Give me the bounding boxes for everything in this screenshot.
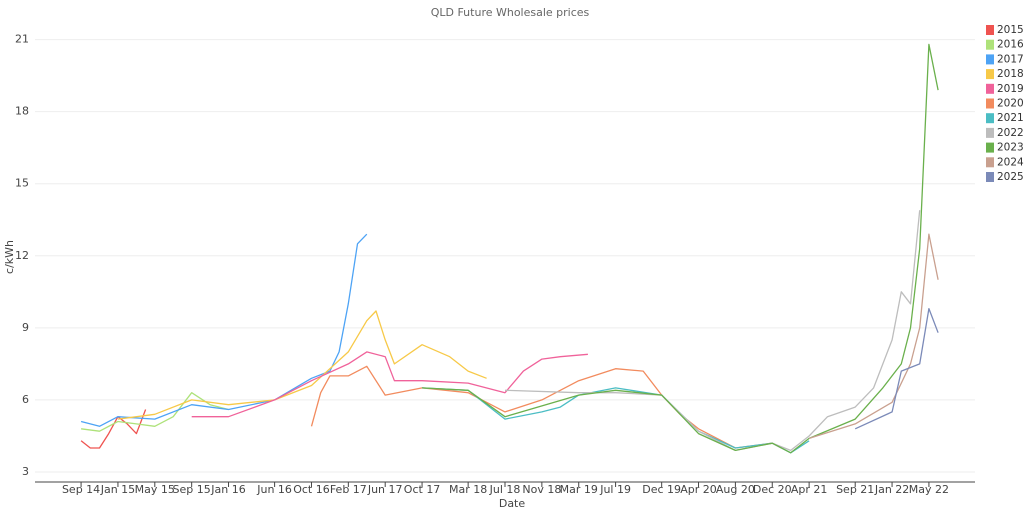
x-tick-label: Sep 15	[173, 483, 211, 496]
legend-swatch	[986, 39, 994, 50]
y-tick-label: 21	[15, 33, 29, 46]
chart-title: QLD Future Wholesale prices	[431, 6, 590, 19]
legend-swatch	[986, 69, 994, 80]
legend-label: 2020	[997, 98, 1024, 110]
x-tick-label: Jun 17	[367, 483, 403, 496]
legend-swatch	[986, 83, 994, 94]
y-tick-label: 15	[15, 177, 29, 190]
legend-label: 2018	[997, 68, 1024, 80]
x-tick-label: Oct 17	[404, 483, 441, 496]
x-tick-label: Sep 21	[836, 483, 874, 496]
legend-swatch	[986, 157, 994, 168]
series-line	[808, 233, 939, 440]
legend-label: 2023	[997, 142, 1024, 154]
legend-swatch	[986, 127, 994, 138]
x-tick-label: Jun 16	[256, 483, 292, 496]
x-tick-label: May 15	[135, 483, 175, 496]
series-line	[191, 351, 588, 418]
x-tick-label: Feb 17	[330, 483, 367, 496]
x-tick-label: Jul 18	[489, 483, 521, 496]
series-line	[80, 409, 147, 449]
series-line	[310, 365, 782, 449]
series-line	[81, 392, 229, 432]
legend-swatch	[986, 25, 994, 35]
x-tick-label: May 22	[909, 483, 949, 496]
x-tick-label: Dec 20	[753, 483, 792, 496]
legend-label: 2019	[997, 83, 1024, 95]
y-tick-label: 12	[15, 249, 29, 262]
x-axis-label: Date	[499, 497, 526, 510]
series-line	[422, 43, 939, 454]
legend-label: 2024	[997, 156, 1024, 168]
legend-swatch	[986, 113, 994, 124]
legend-label: 2016	[997, 39, 1024, 51]
series-line	[854, 307, 939, 430]
x-tick-label: Nov 18	[522, 483, 561, 496]
y-tick-label: 18	[15, 105, 29, 118]
series-line	[80, 233, 368, 427]
x-tick-label: Apr 21	[791, 483, 828, 496]
x-tick-label: Dec 19	[642, 483, 681, 496]
y-tick-label: 9	[22, 321, 29, 334]
x-tick-label: Jan 15	[100, 483, 135, 496]
legend-swatch	[986, 98, 994, 109]
legend-label: 2015	[997, 24, 1024, 36]
x-tick-label: Oct 16	[293, 483, 330, 496]
y-tick-label: 3	[22, 465, 29, 478]
legend-swatch	[986, 54, 994, 65]
legend-swatch	[986, 142, 994, 153]
x-tick-label: Jul 19	[599, 483, 631, 496]
x-tick-label: Jan 22	[874, 483, 909, 496]
legend-label: 2021	[997, 112, 1024, 124]
legend-label: 2022	[997, 127, 1024, 139]
series-line	[422, 387, 810, 454]
legend-swatch	[986, 172, 994, 182]
legend-label: 2017	[997, 53, 1024, 65]
series-line	[117, 310, 487, 420]
x-tick-label: Aug 20	[716, 483, 755, 496]
y-tick-label: 6	[22, 393, 29, 406]
x-tick-label: Mar 19	[560, 483, 598, 496]
x-tick-label: Apr 20	[680, 483, 717, 496]
legend-label: 2025	[997, 171, 1024, 183]
y-axis-label: c/kWh	[3, 240, 16, 274]
x-tick-label: Mar 18	[449, 483, 487, 496]
series-line	[504, 210, 921, 452]
x-tick-label: Jan 16	[210, 483, 245, 496]
x-tick-label: Sep 14	[62, 483, 100, 496]
